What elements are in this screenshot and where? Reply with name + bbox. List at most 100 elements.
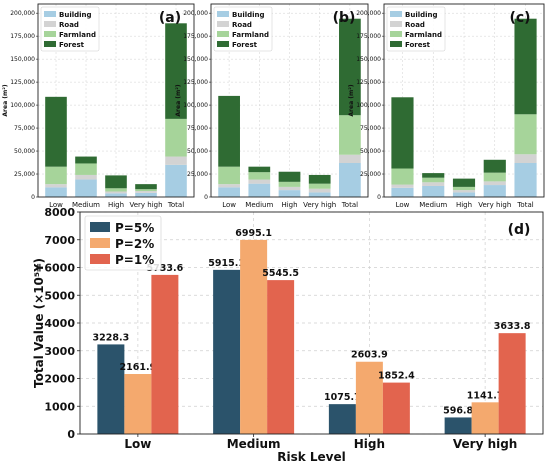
- x-category-label: Very high: [303, 201, 336, 209]
- legend-swatch: [90, 222, 110, 232]
- x-category-label: Low: [49, 201, 63, 209]
- bar-road-0: [218, 184, 240, 188]
- plot-frame: [210, 3, 369, 198]
- bar-p2pct-1: [240, 239, 268, 434]
- bar-forest-3: [135, 184, 157, 190]
- bar-p1pct-1: [267, 280, 295, 434]
- y-tick-label: 8000: [44, 206, 75, 219]
- bar-farmland-0: [45, 166, 67, 185]
- legend-swatch-farmland: [217, 31, 229, 37]
- y-tick-label: 75,000: [14, 125, 35, 132]
- y-tick-label: 1000: [44, 400, 75, 413]
- legend-box: [386, 6, 446, 52]
- bar-road-0: [391, 184, 414, 188]
- legend: Building Road Farmland Forest: [213, 6, 273, 52]
- legend-label: Forest: [232, 41, 258, 49]
- bar-building-2: [105, 193, 127, 197]
- legend-label: Farmland: [59, 31, 96, 39]
- legend-label: Road: [59, 21, 79, 29]
- bar-road-1: [248, 179, 271, 184]
- bar-building-3: [135, 192, 157, 197]
- bar-p2pct-0: [124, 374, 152, 434]
- bar-forest-0: [218, 95, 240, 167]
- bar-forest-2: [105, 175, 127, 189]
- legend-label: Forest: [405, 41, 431, 49]
- bar-road-2: [105, 191, 127, 194]
- x-category-label: High: [108, 201, 124, 209]
- bar-road-4: [339, 154, 361, 163]
- y-tick-label: 0: [204, 194, 208, 201]
- y-tick-label: 150,000: [10, 56, 35, 63]
- legend-swatch-farmland: [390, 31, 402, 37]
- bar-forest-4: [165, 23, 187, 119]
- bar-forest-1: [75, 156, 97, 164]
- bar-road-0: [45, 184, 67, 188]
- y-tick-label: 175,000: [183, 33, 208, 40]
- x-category-label: Total: [516, 201, 533, 209]
- legend-swatch-road: [217, 21, 229, 27]
- legend-swatch-road: [390, 21, 402, 27]
- bar-farmland-1: [248, 172, 271, 180]
- bar-building-4: [514, 162, 537, 197]
- data-label: 3228.3: [93, 332, 130, 343]
- x-category-label: Medium: [72, 201, 100, 209]
- y-tick-label: 2000: [44, 373, 75, 386]
- legend-swatch: [90, 238, 110, 248]
- bar-p2pct-3: [471, 402, 499, 434]
- data-label: 3633.8: [494, 321, 531, 332]
- y-tick-label: 50,000: [187, 148, 208, 155]
- y-axis-label: Area (m²): [2, 84, 9, 116]
- x-category-label: High: [354, 437, 385, 451]
- y-tick-label: 200,000: [356, 10, 381, 17]
- bar-building-1: [422, 185, 445, 197]
- bar-road-4: [514, 154, 537, 163]
- panel-label: (c): [509, 10, 530, 26]
- y-tick-label: 75,000: [187, 125, 208, 132]
- bar-forest-2: [278, 171, 301, 182]
- data-label: 596.8: [443, 405, 473, 416]
- x-category-label: Very high: [478, 201, 511, 209]
- bar-road-1: [422, 182, 445, 186]
- data-label: 2603.9: [351, 350, 388, 361]
- bar-road-3: [308, 188, 331, 193]
- bar-p2pct-2: [355, 361, 383, 434]
- x-category-label: Low: [396, 201, 410, 209]
- data-label: 2161.9: [120, 362, 157, 373]
- plot-frame: [37, 3, 195, 198]
- bar-forest-4: [514, 18, 537, 115]
- legend: Building Road Farmland Forest: [386, 6, 446, 52]
- y-tick-label: 125,000: [356, 79, 381, 86]
- bar-p1pct-0: [151, 274, 179, 434]
- legend-label: P=2%: [115, 237, 154, 251]
- bar-forest-0: [45, 96, 67, 167]
- y-tick-label: 7000: [44, 234, 75, 247]
- bar-forest-3: [483, 159, 506, 173]
- y-tick-label: 75,000: [360, 125, 381, 132]
- bar-forest-1: [422, 173, 445, 178]
- bar-building-0: [45, 187, 67, 197]
- y-tick-label: 200,000: [183, 10, 208, 17]
- y-tick-label: 200,000: [10, 10, 35, 17]
- y-tick-label: 50,000: [14, 148, 35, 155]
- bar-road-3: [135, 191, 157, 193]
- legend-swatch: [90, 254, 110, 264]
- data-label: 5915.1: [208, 258, 245, 269]
- y-tick-label: 0: [67, 428, 75, 441]
- x-category-label: High: [456, 201, 472, 209]
- y-tick-label: 100,000: [10, 102, 35, 109]
- bar-p5pct-2: [328, 404, 356, 434]
- panel-label: (a): [159, 10, 181, 26]
- legend-box: [40, 6, 100, 52]
- bar-farmland-1: [422, 177, 445, 183]
- x-category-label: Medium: [245, 201, 273, 209]
- data-label: 5545.5: [262, 268, 299, 279]
- y-tick-label: 25,000: [360, 171, 381, 178]
- y-tick-label: 3000: [44, 345, 75, 358]
- data-label: 5733.6: [147, 263, 184, 274]
- bar-building-0: [218, 187, 240, 197]
- x-category-label: Low: [222, 201, 236, 209]
- bar-farmland-2: [105, 188, 127, 192]
- legend-label: Building: [232, 11, 265, 19]
- legend-label: P=1%: [115, 253, 154, 267]
- x-category-label: Medium: [227, 437, 281, 451]
